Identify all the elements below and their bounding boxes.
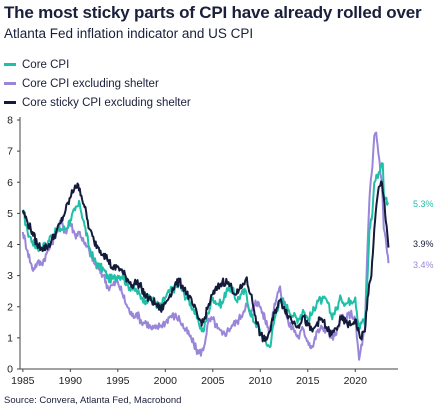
legend-label: Core sticky CPI excluding shelter xyxy=(22,96,191,109)
y-tick-label: 7 xyxy=(7,146,13,158)
y-tick-label: 6 xyxy=(7,177,13,189)
x-tick-label: 2020 xyxy=(344,375,368,387)
x-tick-label: 1990 xyxy=(59,375,83,387)
x-tick-label: 2010 xyxy=(249,375,273,387)
source-note: Source: Convera, Atlanta Fed, Macrobond xyxy=(4,395,182,406)
y-tick-label: 5 xyxy=(7,208,13,220)
legend-swatch xyxy=(4,63,16,66)
end-labels: 5.3% 3.4% 3.9% xyxy=(413,199,434,270)
chart-subtitle: Atlanta Fed inflation indicator and US C… xyxy=(4,26,254,41)
legend-item-core-cpi: Core CPI xyxy=(4,55,191,74)
series-line xyxy=(21,131,390,361)
x-tick-label: 2015 xyxy=(296,375,320,387)
end-value-label: 3.9% xyxy=(413,239,434,249)
y-tick-label: 1 xyxy=(7,332,13,344)
x-tick-label: 1995 xyxy=(106,375,130,387)
x-tick-label: 1985 xyxy=(11,375,35,387)
legend-swatch xyxy=(4,101,16,104)
series-line xyxy=(21,180,390,343)
series-line xyxy=(22,162,390,349)
y-tick-label: 0 xyxy=(7,364,13,376)
y-tick-label: 4 xyxy=(7,239,13,251)
x-tick-label: 2005 xyxy=(201,375,225,387)
x-tick-label: 2000 xyxy=(154,375,178,387)
end-value-label: 3.4% xyxy=(413,260,434,270)
legend-label: Core CPI xyxy=(22,58,70,71)
legend-swatch xyxy=(4,82,16,85)
end-value-label: 5.3% xyxy=(413,199,434,209)
y-tick-label: 2 xyxy=(7,301,13,313)
axes: 0 1 2 3 4 5 6 7 8 1985 1990 1995 2000 2005 2010 2015 202… xyxy=(7,115,398,387)
legend-item-core-cpi-ex-shelter: Core CPI excluding shelter xyxy=(4,74,191,93)
legend: Core CPI Core CPI excluding shelter Core… xyxy=(4,55,191,112)
legend-label: Core CPI excluding shelter xyxy=(22,77,159,90)
y-tick-label: 3 xyxy=(7,270,13,282)
chart-title: The most sticky parts of CPI have alread… xyxy=(4,3,422,22)
y-tick-label: 8 xyxy=(7,115,13,127)
series-lines xyxy=(21,131,390,361)
legend-item-sticky-cpi-ex-shelter: Core sticky CPI excluding shelter xyxy=(4,93,191,112)
